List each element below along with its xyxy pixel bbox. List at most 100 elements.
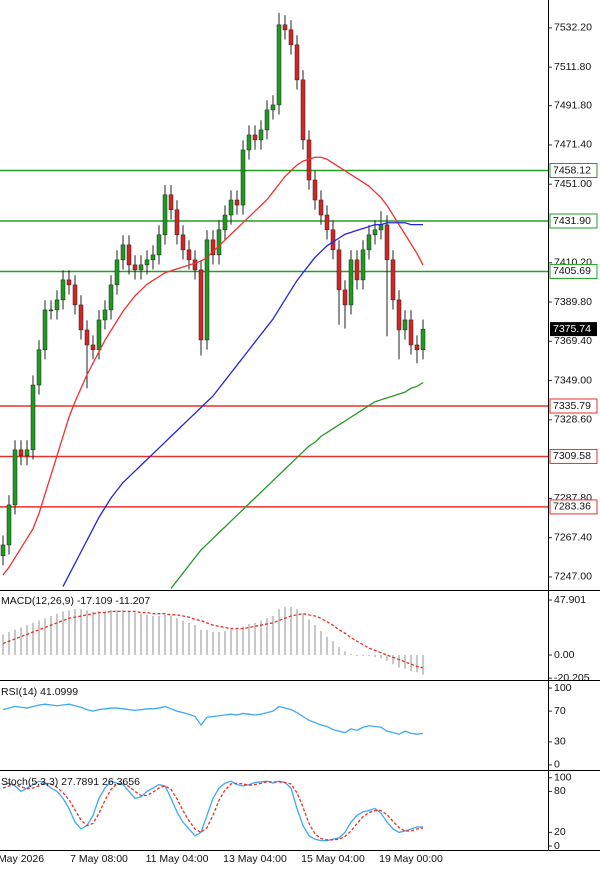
indicator-line <box>2 703 424 735</box>
candle-body <box>270 104 276 111</box>
candle-body <box>372 229 378 236</box>
histogram-bar <box>98 611 100 655</box>
x-tick-label: 19 May 00:00 <box>379 853 443 865</box>
histogram-bar <box>296 609 298 655</box>
candle-body <box>192 259 198 271</box>
histogram-bar <box>392 654 394 665</box>
level-label-box <box>549 448 598 464</box>
last-price-label: 7375.74 <box>553 323 591 335</box>
candle-body <box>12 449 18 506</box>
y-tick-label: 7532.20 <box>554 22 592 34</box>
histogram-bar <box>248 624 250 655</box>
y-tick-label: 0.00 <box>554 649 575 661</box>
candle-body <box>48 309 54 312</box>
y-tick-label: 0 <box>554 840 560 852</box>
histogram-bar <box>362 654 364 657</box>
histogram-bar <box>164 614 166 655</box>
histogram-bar <box>212 632 214 655</box>
pane <box>2 780 424 842</box>
candle-body <box>282 24 288 31</box>
level-label: 7335.79 <box>553 400 591 412</box>
candle-body <box>66 279 72 286</box>
histogram-bar <box>104 611 106 655</box>
candle-body <box>210 239 216 256</box>
histogram-bar <box>152 615 154 655</box>
candle-body <box>72 284 78 306</box>
candle-body <box>408 319 414 346</box>
candle-body <box>162 194 168 236</box>
candle-body <box>180 234 186 251</box>
histogram-bar <box>350 653 352 655</box>
candle-body <box>366 234 372 251</box>
histogram-bar <box>92 611 94 655</box>
candle-body <box>294 44 300 81</box>
candle-body <box>216 229 222 256</box>
histogram-bar <box>110 610 112 655</box>
histogram-bar <box>200 629 202 655</box>
candle-body <box>36 349 42 386</box>
histogram-bar <box>332 641 334 655</box>
histogram-bar <box>278 609 280 655</box>
histogram-bar <box>20 627 22 655</box>
level-label: 7458.12 <box>553 164 591 176</box>
candle-body <box>108 284 114 311</box>
y-tick-label: 20 <box>554 826 566 838</box>
histogram-bar <box>38 620 40 655</box>
histogram-bar <box>290 606 292 655</box>
histogram-bar <box>230 629 232 655</box>
candle-body <box>126 244 132 266</box>
histogram-bar <box>236 629 238 655</box>
indicator-line <box>2 780 424 842</box>
candle-body <box>102 309 108 321</box>
candle-body <box>324 214 330 231</box>
histogram-bar <box>50 615 52 655</box>
candle-body <box>30 384 36 451</box>
pane-title: Stoch(5,3,3) 27.7891 26.3656 <box>1 776 140 788</box>
indicator-line <box>2 781 424 841</box>
candle-body <box>240 149 246 206</box>
candle-body <box>318 199 324 216</box>
histogram-bar <box>206 629 208 655</box>
candle-body <box>360 249 366 281</box>
histogram-bar <box>314 625 316 655</box>
y-tick-label: 0 <box>554 759 560 771</box>
candle-body <box>264 109 270 131</box>
candle-body <box>198 269 204 341</box>
histogram-bar <box>224 630 226 655</box>
histogram-bar <box>188 622 190 655</box>
histogram-bar <box>140 613 142 655</box>
candle-body <box>156 234 162 256</box>
histogram-bar <box>344 651 346 655</box>
level-label: 7431.90 <box>553 215 591 227</box>
histogram-bar <box>128 611 130 655</box>
candle-body <box>258 129 264 141</box>
candle-body <box>348 259 354 306</box>
x-tick-label: 13 May 04:00 <box>223 853 287 865</box>
level-label-box <box>549 213 598 229</box>
histogram-bar <box>32 622 34 655</box>
candle-body <box>342 289 348 306</box>
candle-body <box>276 24 282 106</box>
y-tick-label: 7511.80 <box>554 61 591 73</box>
histogram-bar <box>320 630 322 655</box>
histogram-bar <box>14 629 16 655</box>
histogram-bar <box>266 618 268 655</box>
candle-body <box>150 254 156 261</box>
candle-body <box>54 299 60 311</box>
histogram-bar <box>404 654 406 669</box>
histogram-bar <box>368 654 370 657</box>
candle-body <box>24 449 30 456</box>
y-tick-label: 7328.60 <box>554 414 592 426</box>
histogram-bar <box>410 654 412 672</box>
candle-body <box>300 79 306 141</box>
histogram-bar <box>56 613 58 655</box>
level-label: 7283.36 <box>553 501 591 513</box>
last-price-box <box>550 322 597 337</box>
candle-body <box>90 344 96 351</box>
histogram-bar <box>176 618 178 655</box>
histogram-bar <box>116 610 118 655</box>
y-tick-label: 7349.00 <box>554 374 592 386</box>
y-tick-label: 30 <box>554 736 566 748</box>
